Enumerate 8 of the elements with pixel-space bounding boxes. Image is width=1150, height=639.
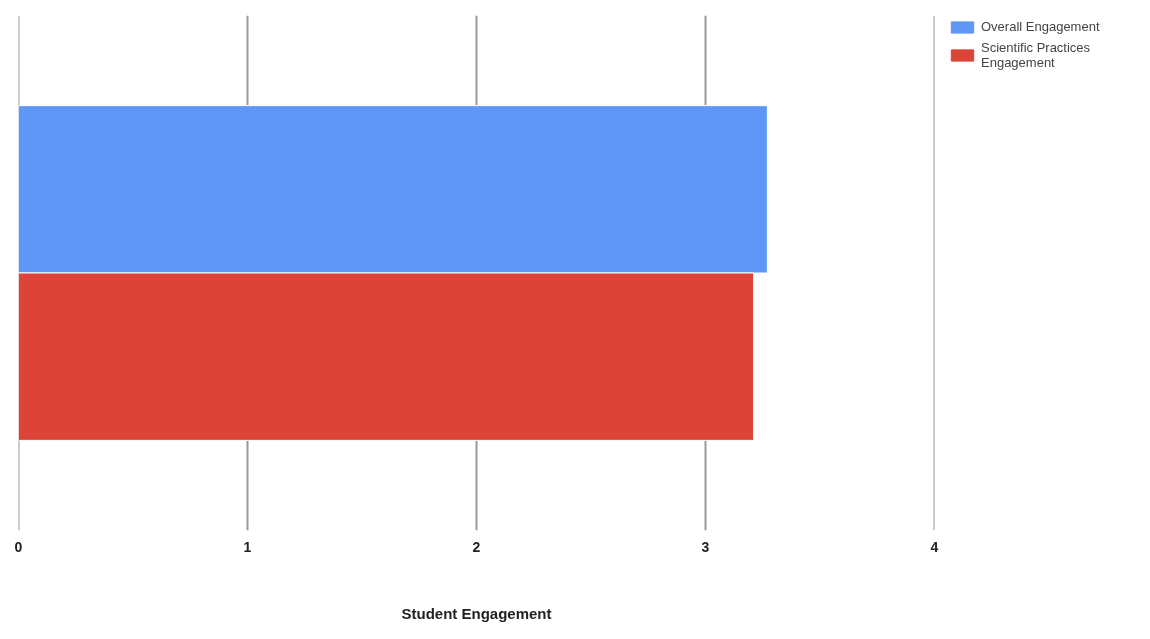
x-tick-label: 0: [14, 538, 23, 555]
x-tick-label: 2: [472, 538, 481, 555]
x-tick-label: 1: [243, 538, 252, 555]
legend-label: Scientific Practices Engagement: [981, 40, 1092, 70]
x-axis-title: Student Engagement: [401, 604, 552, 622]
x-tick-label: 4: [930, 538, 939, 555]
legend-label: Overall Engagement: [981, 19, 1101, 34]
x-tick-label: 3: [701, 538, 710, 555]
